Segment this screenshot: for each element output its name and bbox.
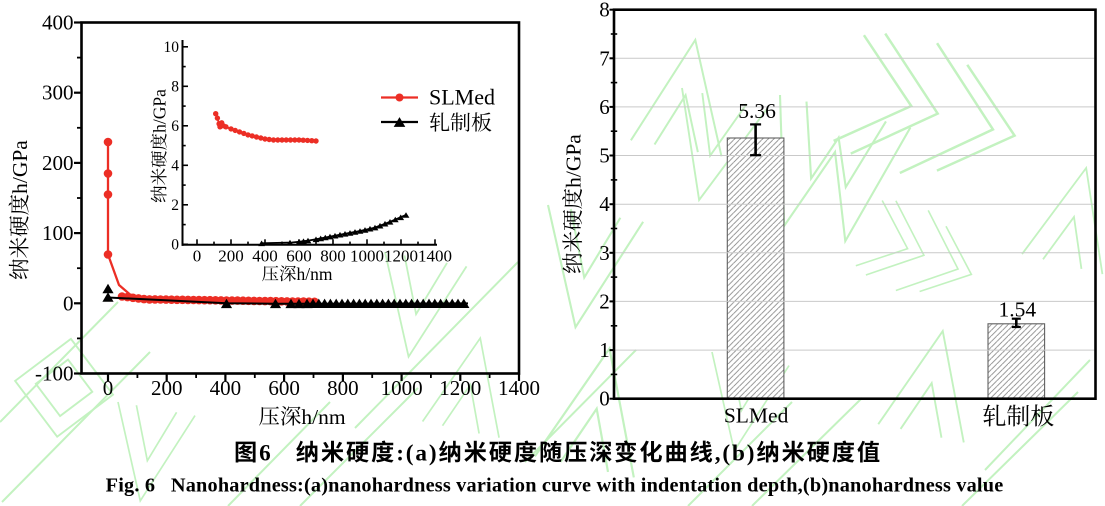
svg-text:200: 200: [42, 151, 74, 175]
svg-text:4: 4: [171, 158, 179, 175]
svg-text:SLMed: SLMed: [724, 404, 789, 428]
svg-text:10: 10: [164, 39, 180, 56]
svg-text:h/nm: h/nm: [297, 264, 333, 284]
svg-text:600: 600: [268, 376, 300, 400]
svg-text:0: 0: [103, 376, 114, 400]
svg-text:0: 0: [171, 237, 179, 254]
svg-text:400: 400: [210, 376, 242, 400]
svg-text:2: 2: [599, 289, 610, 313]
svg-text:200: 200: [218, 247, 244, 266]
svg-text:3: 3: [599, 241, 610, 265]
svg-text:0: 0: [63, 291, 74, 315]
svg-text:Fig. 6 Nanohardness:(a)nanoh: Fig. 6 Nanohardness:(a)nanohardness vari…: [106, 475, 1004, 497]
svg-text:6: 6: [599, 95, 610, 119]
svg-text:1.54: 1.54: [998, 298, 1036, 322]
svg-text:7: 7: [599, 46, 610, 70]
svg-text:6: 6: [171, 118, 179, 135]
svg-text:4: 4: [599, 192, 610, 216]
svg-text:0: 0: [193, 247, 202, 266]
svg-text:2: 2: [171, 197, 179, 214]
svg-text:800: 800: [327, 376, 359, 400]
svg-text:200: 200: [151, 376, 183, 400]
svg-text:1400: 1400: [418, 247, 452, 266]
svg-text:h/nm: h/nm: [301, 405, 345, 429]
svg-text:1200: 1200: [439, 376, 481, 400]
svg-text:1000: 1000: [381, 376, 423, 400]
svg-text:1: 1: [599, 338, 610, 362]
svg-text:400: 400: [252, 247, 278, 266]
svg-text:100: 100: [42, 221, 74, 245]
svg-text:h/GPa: h/GPa: [561, 134, 585, 188]
svg-text:-100: -100: [35, 362, 74, 386]
svg-text:1200: 1200: [384, 247, 418, 266]
svg-text:1000: 1000: [350, 247, 384, 266]
svg-text:800: 800: [320, 247, 346, 266]
svg-text:400: 400: [42, 11, 74, 35]
svg-text:300: 300: [42, 81, 74, 105]
svg-text:h/GPa: h/GPa: [8, 140, 32, 194]
svg-text:600: 600: [286, 247, 312, 266]
svg-text:,(b): ,(b): [715, 440, 757, 466]
svg-text:8: 8: [171, 79, 179, 96]
svg-text:6: 6: [259, 440, 273, 466]
svg-text:0: 0: [599, 387, 610, 411]
svg-text:SLMed: SLMed: [429, 85, 495, 110]
svg-text:1400: 1400: [498, 376, 540, 400]
svg-text:5.36: 5.36: [738, 99, 776, 123]
svg-text:8: 8: [599, 0, 610, 22]
svg-text:h/GPa: h/GPa: [149, 89, 169, 133]
svg-text:5: 5: [599, 144, 610, 168]
svg-text::(a): :(a): [396, 440, 438, 466]
